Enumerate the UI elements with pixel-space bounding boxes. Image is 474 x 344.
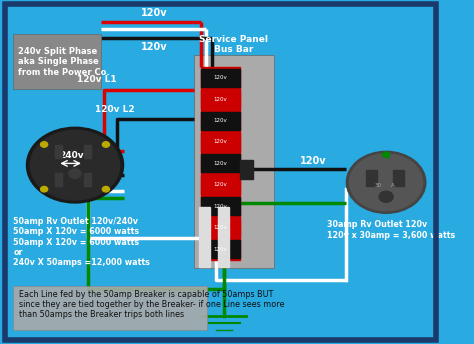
Circle shape [349, 154, 423, 211]
Bar [240, 160, 253, 179]
Bar [201, 176, 240, 194]
Text: 30amp Rv Outlet 120v
120v x 30amp = 3,600 watts: 30amp Rv Outlet 120v 120v x 30amp = 3,60… [327, 220, 455, 239]
Bar [201, 133, 240, 151]
Bar [201, 90, 240, 108]
Text: 30: 30 [375, 183, 382, 189]
Text: 120v: 120v [214, 225, 228, 230]
Circle shape [379, 191, 393, 202]
Text: 240v: 240v [60, 151, 84, 160]
Bar [201, 240, 240, 258]
Circle shape [41, 186, 48, 192]
FancyBboxPatch shape [13, 286, 208, 330]
Bar [201, 154, 240, 172]
Text: 240v Split Phase
aka Single Phase
from the Power Co.: 240v Split Phase aka Single Phase from t… [18, 47, 109, 77]
FancyBboxPatch shape [13, 34, 101, 89]
Bar [201, 67, 240, 260]
Text: 120v: 120v [214, 140, 228, 144]
Circle shape [102, 186, 109, 192]
Text: 120v: 120v [214, 182, 228, 187]
Circle shape [69, 169, 81, 179]
Circle shape [102, 142, 109, 147]
Text: A: A [392, 183, 395, 189]
Bar [199, 207, 210, 267]
Text: 120v: 120v [141, 42, 168, 52]
Bar [219, 207, 229, 267]
Bar [84, 145, 91, 158]
Text: Service Panel
Bus Bar: Service Panel Bus Bar [200, 35, 268, 54]
FancyBboxPatch shape [194, 55, 273, 268]
Circle shape [41, 142, 48, 147]
Circle shape [383, 152, 390, 158]
Text: 120v L1: 120v L1 [77, 75, 117, 84]
Text: 50amp Rv Outlet 120v/240v
50amp X 120v = 6000 watts
50amp X 120v = 6000 watts
or: 50amp Rv Outlet 120v/240v 50amp X 120v =… [13, 217, 150, 267]
Circle shape [30, 130, 119, 200]
Bar [201, 197, 240, 215]
Text: 120v L2: 120v L2 [95, 105, 135, 114]
Bar [201, 111, 240, 130]
Text: 120v: 120v [214, 247, 228, 251]
Circle shape [27, 127, 124, 203]
Bar [201, 219, 240, 237]
Bar [366, 170, 377, 186]
Text: 120v: 120v [214, 75, 228, 80]
Text: 120v: 120v [214, 97, 228, 102]
Bar [393, 170, 404, 186]
Bar [201, 69, 240, 87]
Text: 120v: 120v [214, 118, 228, 123]
Bar [84, 173, 91, 186]
Text: 120v: 120v [214, 161, 228, 166]
Bar [55, 173, 62, 186]
Text: Each Line fed by the 50amp Breaker is capable of 50amps BUT
since they are tied : Each Line fed by the 50amp Breaker is ca… [18, 290, 284, 320]
Text: 120v: 120v [300, 156, 327, 166]
Text: 120v: 120v [141, 8, 168, 18]
Text: 120v: 120v [214, 204, 228, 209]
Circle shape [346, 151, 426, 213]
Bar [55, 145, 62, 158]
